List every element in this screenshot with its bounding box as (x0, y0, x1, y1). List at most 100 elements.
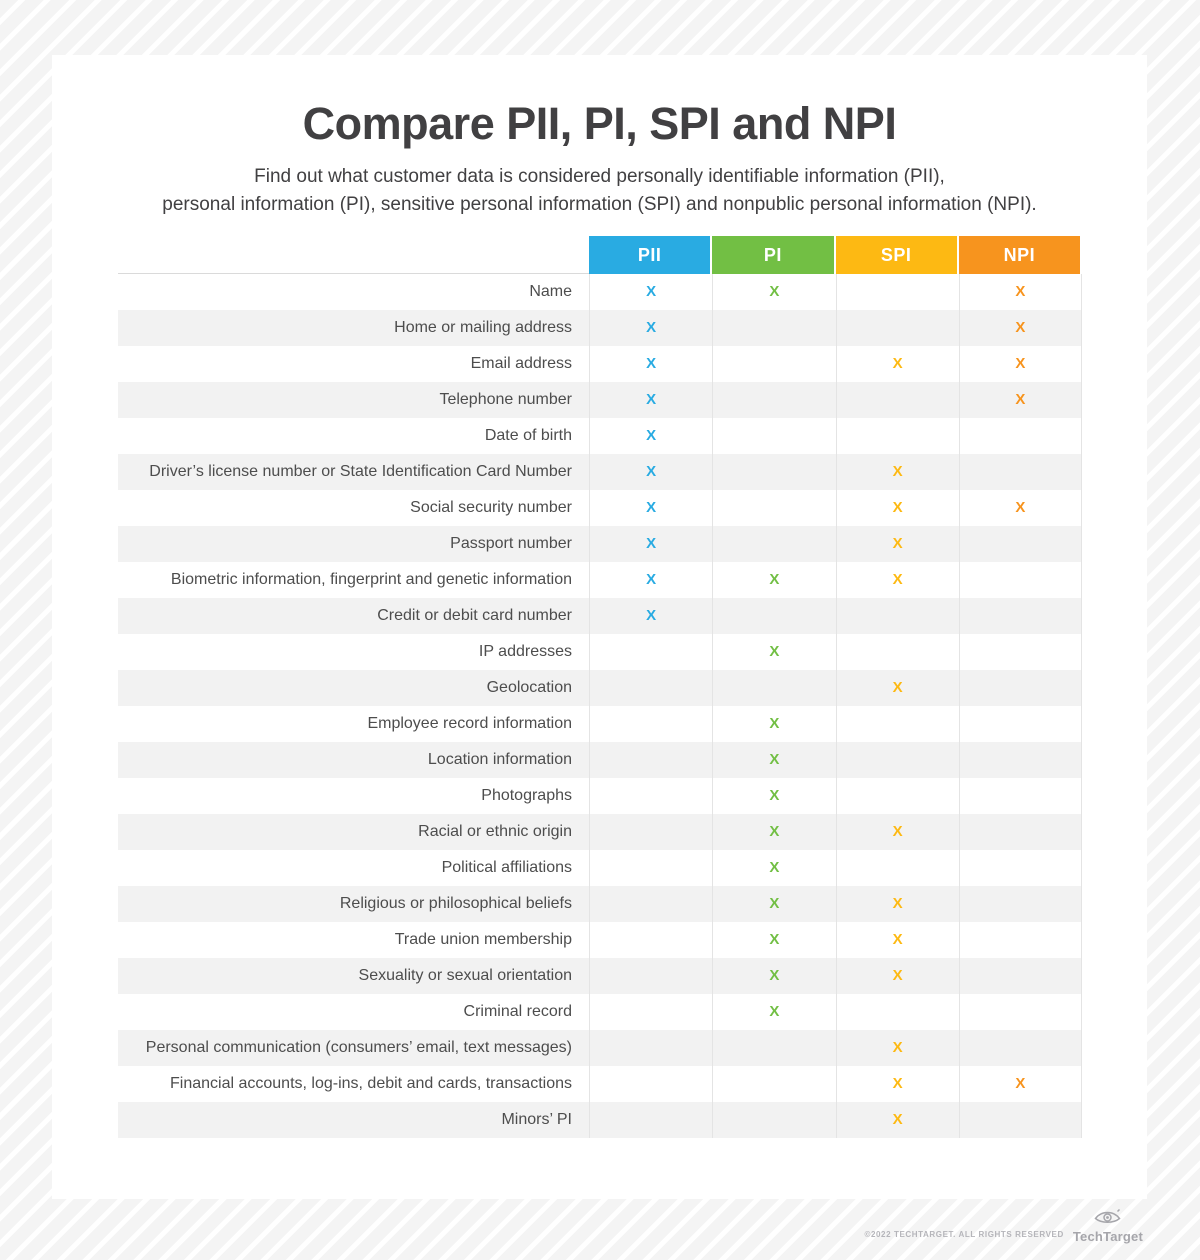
mark-cell-npi (958, 1102, 1082, 1138)
mark-cell-pi (712, 1030, 835, 1066)
column-header-pi: PI (712, 236, 834, 274)
mark-cell-spi: X (835, 958, 959, 994)
mark-cell-pii: X (589, 382, 712, 418)
mark-cell-pii: X (589, 310, 712, 346)
mark-cell-pii: X (589, 346, 712, 382)
mark-cell-pii: X (589, 598, 712, 634)
mark-cell-npi (958, 706, 1082, 742)
row-label: Minors’ PI (501, 1111, 572, 1128)
mark-cell-npi (958, 778, 1082, 814)
table-row: Home or mailing address X X (118, 310, 1082, 346)
table-row: Email address X X X (118, 346, 1082, 382)
mark-cell-npi: X (958, 1066, 1082, 1102)
row-label: Date of birth (484, 427, 572, 444)
subtitle-line-2: personal information (PI), sensitive per… (162, 193, 1037, 215)
mark-cell-pi (712, 670, 835, 706)
table-row: Political affiliations X (118, 850, 1082, 886)
row-label: Sexuality or sexual orientation (358, 967, 572, 984)
mark-cell-pi (712, 382, 835, 418)
mark-cell-pii (589, 850, 712, 886)
copyright-text: ©2022 TECHTARGET. ALL RIGHTS RESERVED (864, 1230, 1064, 1239)
table-row: Sexuality or sexual orientation X X (118, 958, 1082, 994)
mark-cell-npi (958, 634, 1082, 670)
mark-cell-npi (958, 454, 1082, 490)
mark-cell-spi: X (835, 670, 959, 706)
table-row: Date of birth X (118, 418, 1082, 454)
row-label: Location information (427, 751, 572, 768)
mark-cell-npi: X (958, 382, 1082, 418)
mark-cell-pi: X (712, 274, 835, 310)
mark-cell-pi: X (712, 706, 835, 742)
mark-cell-npi (958, 598, 1082, 634)
table-row: Location information X (118, 742, 1082, 778)
page-subtitle: Find out what customer data is considere… (52, 163, 1147, 218)
mark-cell-pi: X (712, 922, 835, 958)
mark-cell-pii (589, 670, 712, 706)
row-label: Trade union membership (394, 931, 572, 948)
mark-cell-spi (835, 706, 959, 742)
mark-cell-pi (712, 418, 835, 454)
mark-cell-pi (712, 526, 835, 562)
mark-cell-pii: X (589, 490, 712, 526)
mark-cell-pii (589, 994, 712, 1030)
mark-cell-pi: X (712, 850, 835, 886)
row-label: Biometric information, fingerprint and g… (170, 571, 572, 588)
table-row: Religious or philosophical beliefs X X (118, 886, 1082, 922)
mark-cell-spi: X (835, 346, 959, 382)
row-label: Telephone number (439, 391, 572, 408)
mark-cell-npi (958, 1030, 1082, 1066)
mark-cell-pi: X (712, 562, 835, 598)
mark-cell-spi (835, 418, 959, 454)
comparison-table: PII PI SPI NPI Name X X X Home or mailing addre… (118, 236, 1082, 1138)
mark-cell-pii (589, 1102, 712, 1138)
row-label: Personal communication (consumers’ email… (145, 1039, 572, 1056)
mark-cell-pi (712, 490, 835, 526)
mark-cell-pi (712, 454, 835, 490)
footer: ©2022 TECHTARGET. ALL RIGHTS RESERVED Te… (864, 1208, 1143, 1243)
content-card: Compare PII, PI, SPI and NPI Find out wh… (52, 55, 1147, 1199)
mark-cell-pi: X (712, 958, 835, 994)
row-label: Social security number (410, 499, 572, 516)
mark-cell-spi: X (835, 814, 959, 850)
mark-cell-npi (958, 886, 1082, 922)
page-title: Compare PII, PI, SPI and NPI (302, 98, 897, 149)
mark-cell-spi: X (835, 1066, 959, 1102)
mark-cell-pi: X (712, 634, 835, 670)
table-row: Criminal record X (118, 994, 1082, 1030)
mark-cell-spi (835, 274, 959, 310)
table-row: Trade union membership X X (118, 922, 1082, 958)
mark-cell-pii (589, 814, 712, 850)
mark-cell-pi (712, 346, 835, 382)
table-row: IP addresses X (118, 634, 1082, 670)
mark-cell-spi: X (835, 454, 959, 490)
row-label: Employee record information (367, 715, 572, 732)
mark-cell-npi (958, 742, 1082, 778)
mark-cell-npi (958, 526, 1082, 562)
mark-cell-pii: X (589, 418, 712, 454)
mark-cell-npi (958, 670, 1082, 706)
row-label: Political affiliations (441, 859, 572, 876)
table-row: Biometric information, fingerprint and g… (118, 562, 1082, 598)
column-header-pii: PII (589, 236, 711, 274)
row-label: Religious or philosophical beliefs (339, 895, 572, 912)
table-row: Social security number X X X (118, 490, 1082, 526)
row-label: Email address (470, 355, 572, 372)
table-row: Photographs X (118, 778, 1082, 814)
mark-cell-npi (958, 814, 1082, 850)
mark-cell-spi: X (835, 1102, 959, 1138)
mark-cell-spi (835, 310, 959, 346)
column-header-npi: NPI (958, 236, 1080, 274)
mark-cell-npi (958, 418, 1082, 454)
table-row: Driver’s license number or State Identif… (118, 454, 1082, 490)
mark-cell-pi: X (712, 814, 835, 850)
mark-cell-npi: X (958, 490, 1082, 526)
row-label: Geolocation (486, 679, 572, 696)
mark-cell-spi (835, 994, 959, 1030)
mark-cell-pii: X (589, 454, 712, 490)
mark-cell-spi (835, 742, 959, 778)
table-row: Telephone number X X (118, 382, 1082, 418)
mark-cell-spi (835, 598, 959, 634)
row-label: Racial or ethnic origin (418, 823, 572, 840)
table-row: Personal communication (consumers’ email… (118, 1030, 1082, 1066)
